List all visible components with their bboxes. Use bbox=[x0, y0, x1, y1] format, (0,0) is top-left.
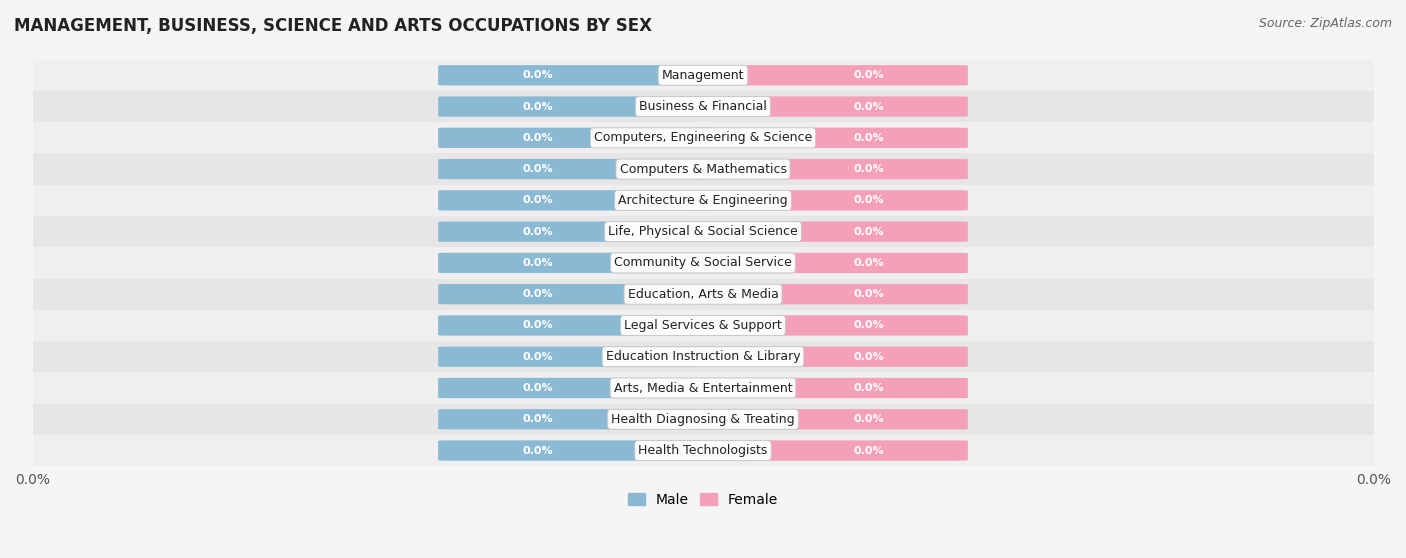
Text: 0.0%: 0.0% bbox=[522, 70, 553, 80]
Text: Arts, Media & Entertainment: Arts, Media & Entertainment bbox=[613, 382, 793, 395]
Text: 0.0%: 0.0% bbox=[853, 195, 884, 205]
Text: 0.0%: 0.0% bbox=[522, 289, 553, 299]
FancyBboxPatch shape bbox=[439, 378, 713, 398]
Text: 0.0%: 0.0% bbox=[853, 227, 884, 237]
FancyBboxPatch shape bbox=[693, 65, 967, 85]
Text: Life, Physical & Social Science: Life, Physical & Social Science bbox=[609, 225, 797, 238]
Text: Health Technologists: Health Technologists bbox=[638, 444, 768, 457]
FancyBboxPatch shape bbox=[439, 222, 713, 242]
FancyBboxPatch shape bbox=[32, 278, 1374, 310]
FancyBboxPatch shape bbox=[439, 315, 713, 335]
FancyBboxPatch shape bbox=[693, 409, 967, 430]
Text: 0.0%: 0.0% bbox=[853, 133, 884, 143]
Text: 0.0%: 0.0% bbox=[853, 445, 884, 455]
FancyBboxPatch shape bbox=[439, 190, 713, 210]
FancyBboxPatch shape bbox=[439, 347, 713, 367]
FancyBboxPatch shape bbox=[693, 315, 967, 335]
Text: 0.0%: 0.0% bbox=[853, 102, 884, 112]
Text: 0.0%: 0.0% bbox=[853, 383, 884, 393]
FancyBboxPatch shape bbox=[439, 253, 713, 273]
Text: Education Instruction & Library: Education Instruction & Library bbox=[606, 350, 800, 363]
Text: Source: ZipAtlas.com: Source: ZipAtlas.com bbox=[1258, 17, 1392, 30]
Text: 0.0%: 0.0% bbox=[522, 352, 553, 362]
FancyBboxPatch shape bbox=[693, 159, 967, 179]
FancyBboxPatch shape bbox=[439, 97, 713, 117]
FancyBboxPatch shape bbox=[32, 341, 1374, 372]
FancyBboxPatch shape bbox=[693, 347, 967, 367]
FancyBboxPatch shape bbox=[693, 97, 967, 117]
FancyBboxPatch shape bbox=[32, 372, 1374, 403]
FancyBboxPatch shape bbox=[693, 222, 967, 242]
Text: 0.0%: 0.0% bbox=[853, 352, 884, 362]
FancyBboxPatch shape bbox=[32, 403, 1374, 435]
Text: 0.0%: 0.0% bbox=[522, 164, 553, 174]
Text: 0.0%: 0.0% bbox=[522, 227, 553, 237]
Text: 0.0%: 0.0% bbox=[522, 414, 553, 424]
Text: MANAGEMENT, BUSINESS, SCIENCE AND ARTS OCCUPATIONS BY SEX: MANAGEMENT, BUSINESS, SCIENCE AND ARTS O… bbox=[14, 17, 652, 35]
Text: 0.0%: 0.0% bbox=[522, 383, 553, 393]
Text: Health Diagnosing & Treating: Health Diagnosing & Treating bbox=[612, 413, 794, 426]
FancyBboxPatch shape bbox=[439, 440, 713, 461]
FancyBboxPatch shape bbox=[439, 409, 713, 430]
Text: 0.0%: 0.0% bbox=[853, 414, 884, 424]
FancyBboxPatch shape bbox=[693, 440, 967, 461]
Text: Education, Arts & Media: Education, Arts & Media bbox=[627, 288, 779, 301]
FancyBboxPatch shape bbox=[32, 310, 1374, 341]
Text: 0.0%: 0.0% bbox=[853, 164, 884, 174]
Text: 0.0%: 0.0% bbox=[853, 70, 884, 80]
FancyBboxPatch shape bbox=[693, 284, 967, 304]
FancyBboxPatch shape bbox=[693, 128, 967, 148]
FancyBboxPatch shape bbox=[693, 190, 967, 210]
Text: 0.0%: 0.0% bbox=[522, 258, 553, 268]
FancyBboxPatch shape bbox=[693, 378, 967, 398]
Text: 0.0%: 0.0% bbox=[522, 195, 553, 205]
FancyBboxPatch shape bbox=[439, 128, 713, 148]
Text: Legal Services & Support: Legal Services & Support bbox=[624, 319, 782, 332]
Text: 0.0%: 0.0% bbox=[853, 258, 884, 268]
Text: 0.0%: 0.0% bbox=[522, 445, 553, 455]
Text: Community & Social Service: Community & Social Service bbox=[614, 257, 792, 270]
Text: 0.0%: 0.0% bbox=[853, 320, 884, 330]
FancyBboxPatch shape bbox=[439, 65, 713, 85]
FancyBboxPatch shape bbox=[32, 60, 1374, 91]
Text: 0.0%: 0.0% bbox=[853, 289, 884, 299]
FancyBboxPatch shape bbox=[32, 435, 1374, 466]
Text: Architecture & Engineering: Architecture & Engineering bbox=[619, 194, 787, 207]
Text: 0.0%: 0.0% bbox=[522, 102, 553, 112]
FancyBboxPatch shape bbox=[693, 253, 967, 273]
FancyBboxPatch shape bbox=[32, 91, 1374, 122]
FancyBboxPatch shape bbox=[32, 216, 1374, 247]
Text: Business & Financial: Business & Financial bbox=[640, 100, 766, 113]
FancyBboxPatch shape bbox=[32, 122, 1374, 153]
FancyBboxPatch shape bbox=[439, 159, 713, 179]
FancyBboxPatch shape bbox=[32, 247, 1374, 278]
Text: Computers, Engineering & Science: Computers, Engineering & Science bbox=[593, 131, 813, 145]
FancyBboxPatch shape bbox=[439, 284, 713, 304]
Text: 0.0%: 0.0% bbox=[522, 320, 553, 330]
FancyBboxPatch shape bbox=[32, 185, 1374, 216]
Text: Computers & Mathematics: Computers & Mathematics bbox=[620, 162, 786, 176]
Text: 0.0%: 0.0% bbox=[522, 133, 553, 143]
FancyBboxPatch shape bbox=[32, 153, 1374, 185]
Text: Management: Management bbox=[662, 69, 744, 82]
Legend: Male, Female: Male, Female bbox=[623, 487, 783, 512]
